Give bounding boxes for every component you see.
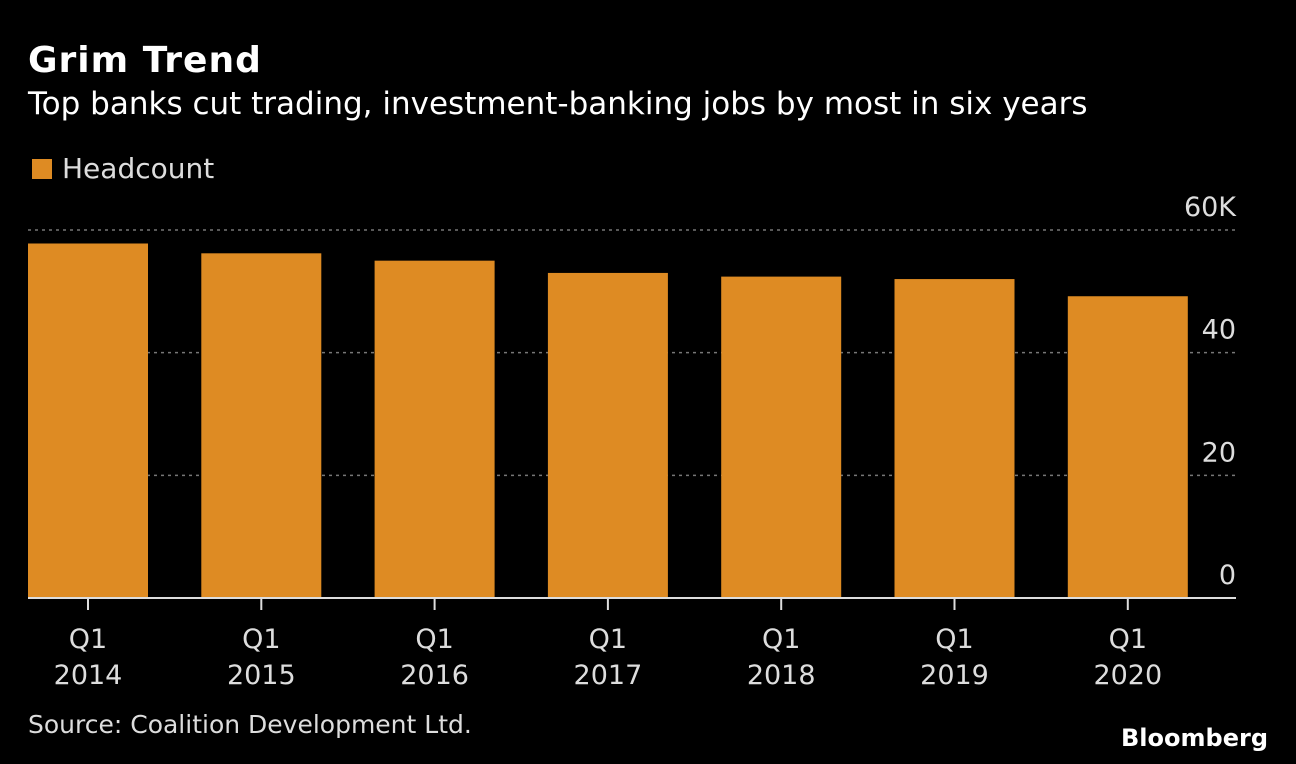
x-tick-label-2-0: Q1 — [415, 624, 453, 655]
bar-2014 — [28, 243, 148, 598]
x-tick-label-5-0: Q1 — [935, 624, 973, 655]
bloomberg-logo: Bloomberg — [1121, 724, 1268, 752]
x-tick-label-3-1: 2017 — [574, 660, 643, 691]
x-tick-label-0-1: 2014 — [54, 660, 123, 691]
y-tick-label-3: 60K — [1184, 192, 1237, 223]
bar-2017 — [547, 272, 668, 598]
y-tick-label-2: 40 — [1202, 315, 1236, 346]
bar-2018 — [721, 276, 842, 598]
chart-title: Grim Trend — [28, 40, 262, 81]
x-tick-label-4-0: Q1 — [762, 624, 800, 655]
x-tick-label-3-0: Q1 — [589, 624, 627, 655]
x-tick-label-0-0: Q1 — [69, 624, 107, 655]
y-tick-label-0: 0 — [1219, 560, 1236, 591]
legend-swatch — [32, 158, 52, 179]
bar-2016 — [374, 260, 495, 598]
bar-2015 — [201, 253, 322, 598]
x-tick-label-5-1: 2019 — [920, 660, 989, 691]
legend: Headcount — [32, 152, 214, 185]
x-tick-label-2-1: 2016 — [400, 660, 469, 691]
chart-subtitle: Top banks cut trading, investment-bankin… — [28, 86, 1088, 122]
x-tick-label-1-0: Q1 — [242, 624, 280, 655]
x-tick-label-4-1: 2018 — [747, 660, 816, 691]
x-tick-label-1-1: 2015 — [227, 660, 296, 691]
bar-2019 — [894, 279, 1015, 598]
bar-2020 — [1067, 296, 1188, 598]
x-tick-label-6-0: Q1 — [1109, 624, 1147, 655]
x-tick-label-6-1: 2020 — [1093, 660, 1162, 691]
legend-label: Headcount — [62, 152, 215, 185]
y-tick-label-1: 20 — [1202, 437, 1236, 468]
source-note: Source: Coalition Development Ltd. — [28, 710, 472, 739]
